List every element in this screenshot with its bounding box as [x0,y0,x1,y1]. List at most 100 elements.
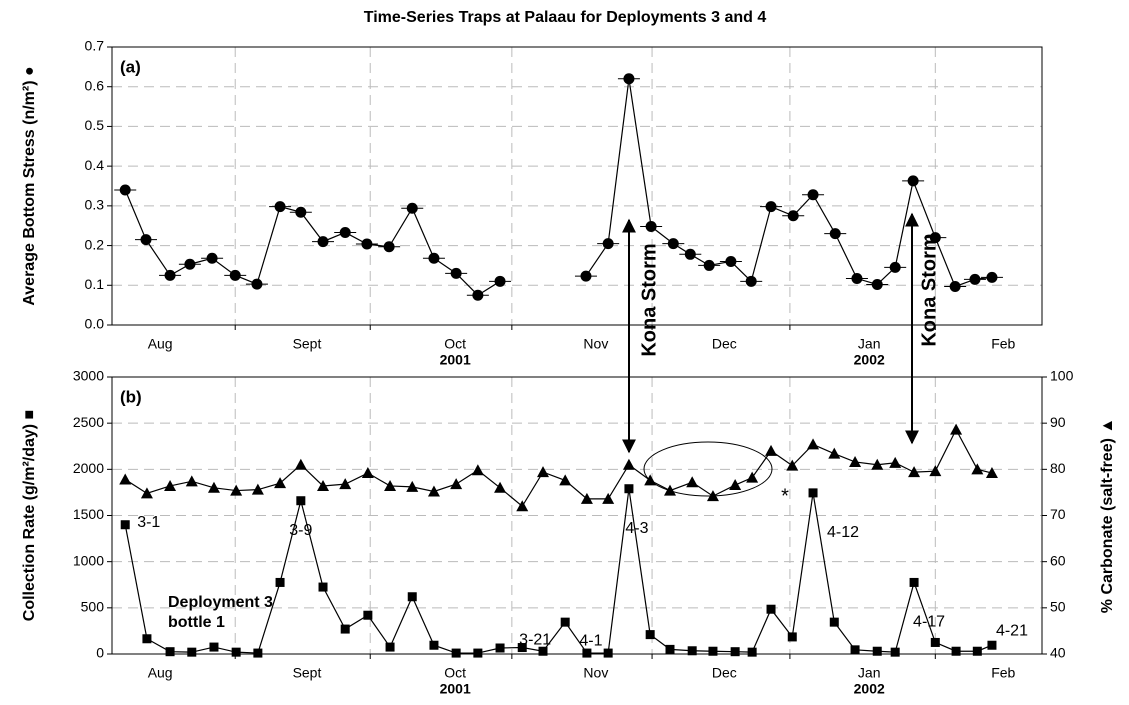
y2-tick-label: 70 [1050,506,1066,522]
data-point [745,275,757,287]
data-point [119,473,132,485]
data-point [730,647,740,657]
y-tick-label: 500 [81,599,105,615]
data-point [185,475,198,487]
data-point [294,458,307,470]
series-line [124,488,993,654]
point-label: 3-21 [519,631,551,648]
data-point [828,447,841,459]
data-point [184,258,196,270]
data-point [645,630,655,640]
data-point [808,488,818,498]
data-point [765,201,777,213]
data-point [907,175,919,187]
data-point [951,646,961,656]
data-point [580,270,592,282]
data-point [207,481,220,493]
data-point [889,261,901,273]
data-point [450,267,462,279]
data-point [428,252,440,264]
data-point [229,269,241,281]
y-tick-label: 2500 [73,414,104,430]
data-point [684,248,696,260]
data-point [851,273,863,285]
data-point [251,483,264,495]
data-point [746,471,759,483]
x-year-label: 2002 [854,352,885,368]
x-year-label: 2001 [440,681,471,697]
y-tick-label: 0.6 [85,77,105,93]
data-point [950,423,963,435]
data-point [766,604,776,614]
data-point [602,238,614,250]
data-point [251,278,263,290]
y-tick-label: 0.1 [85,276,105,292]
data-point [703,259,715,271]
data-point [472,289,484,301]
data-point [560,617,570,627]
y-tick-label: 1500 [73,506,104,522]
data-point [829,617,839,627]
data-point [889,456,902,468]
data-point [383,241,395,253]
x-year-label: 2002 [854,681,885,697]
data-point [206,252,218,264]
data-point [275,577,285,587]
data-point [361,467,374,479]
data-point [871,458,884,470]
y2-tick-label: 80 [1050,460,1066,476]
data-point [384,479,397,491]
y-tick-label: 0.2 [85,236,105,252]
data-point [872,646,882,656]
storm-label: Kona Storm [918,233,940,346]
x-tick-label: Jan [858,336,881,352]
data-point [494,481,507,493]
point-label: 4-12 [827,524,859,541]
data-point [787,210,799,222]
data-point [747,647,757,657]
x-tick-label: Aug [148,336,173,352]
data-point [429,640,439,650]
data-point [667,238,679,250]
data-point [406,202,418,214]
y-axis-title: Collection Rate (g/m²/day) ■ [21,410,38,621]
data-point [807,438,820,450]
x-tick-label: Oct [444,336,466,352]
data-point [427,485,440,497]
x-tick-label: Feb [991,336,1015,352]
storm-label: Kona Storm [638,243,660,356]
data-point [495,643,505,653]
data-point [253,648,263,658]
data-point [516,500,529,512]
data-point [664,484,676,496]
y-axis-title: Average Bottom Stress (n/m²) ● [21,66,38,305]
data-point [949,280,961,292]
annotation: * [781,485,789,507]
data-point [164,479,177,491]
y-tick-label: 3000 [73,368,104,384]
y-tick-label: 0.4 [85,157,105,173]
data-point [725,255,737,267]
data-point [339,478,352,490]
data-point [850,645,860,655]
y2-tick-label: 100 [1050,368,1074,384]
y2-axis-title: % Carbonate (salt-free) ▲ [1099,418,1116,613]
data-point [209,642,219,652]
x-tick-label: Feb [991,665,1015,681]
data-point [140,487,153,499]
x-tick-label: Sept [293,665,322,681]
data-point [969,273,981,285]
data-point [987,640,997,650]
data-point [361,238,373,250]
data-point [340,624,350,634]
x-year-label: 2001 [440,352,471,368]
data-point [890,647,900,657]
data-point [538,646,548,656]
data-point [317,479,330,491]
y2-tick-label: 50 [1050,599,1066,615]
data-point [908,466,921,478]
y-tick-label: 1000 [73,552,104,568]
data-point [765,444,778,456]
data-point [471,464,484,476]
